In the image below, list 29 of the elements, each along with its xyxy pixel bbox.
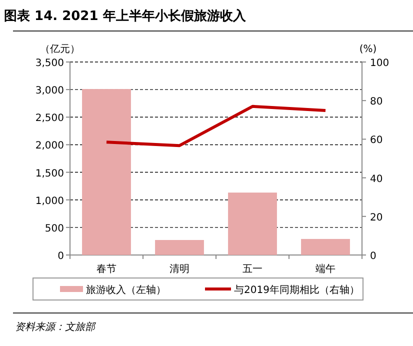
bar <box>82 89 131 255</box>
y2-tick-label: 20 <box>370 212 383 224</box>
y-axis-title: （亿元） <box>40 44 80 55</box>
x-tick-label: 端午 <box>316 263 336 275</box>
y-tick-label: 2,000 <box>35 140 64 152</box>
y-tick-label: 500 <box>44 223 64 234</box>
y-tick-label: 3,000 <box>35 86 64 97</box>
y-tick-label: 1,000 <box>35 196 64 207</box>
x-tick-label: 清明 <box>170 263 190 275</box>
legend-label: 与2019年同期相比（右轴） <box>234 284 360 296</box>
y2-tick-label: 80 <box>370 96 383 108</box>
y-tick-label: 0 <box>58 251 64 262</box>
y-tick-label: 2,500 <box>35 113 64 124</box>
text: 资料来源：文旅部 <box>15 321 97 333</box>
y2-tick-label: 100 <box>370 58 390 69</box>
y2-tick-label: 40 <box>370 174 383 185</box>
line-series <box>105 104 327 148</box>
y2-tick-label: 0 <box>370 251 376 262</box>
y2-axis-title: (%) <box>359 44 377 55</box>
bar <box>301 238 350 255</box>
x-tick-label: 五一 <box>242 264 262 275</box>
x-tick-label: 春节 <box>96 263 116 275</box>
y-tick-label: 1,500 <box>35 168 64 180</box>
bar <box>228 192 277 255</box>
y2-tick-label: 60 <box>370 135 383 146</box>
y-tick-label: 3,500 <box>35 58 64 69</box>
legend-label: 旅游收入（左轴） <box>86 284 166 296</box>
chart-title: 图表 14. 2021 年上半年小长假旅游收入 <box>4 8 247 24</box>
bar <box>155 240 204 255</box>
